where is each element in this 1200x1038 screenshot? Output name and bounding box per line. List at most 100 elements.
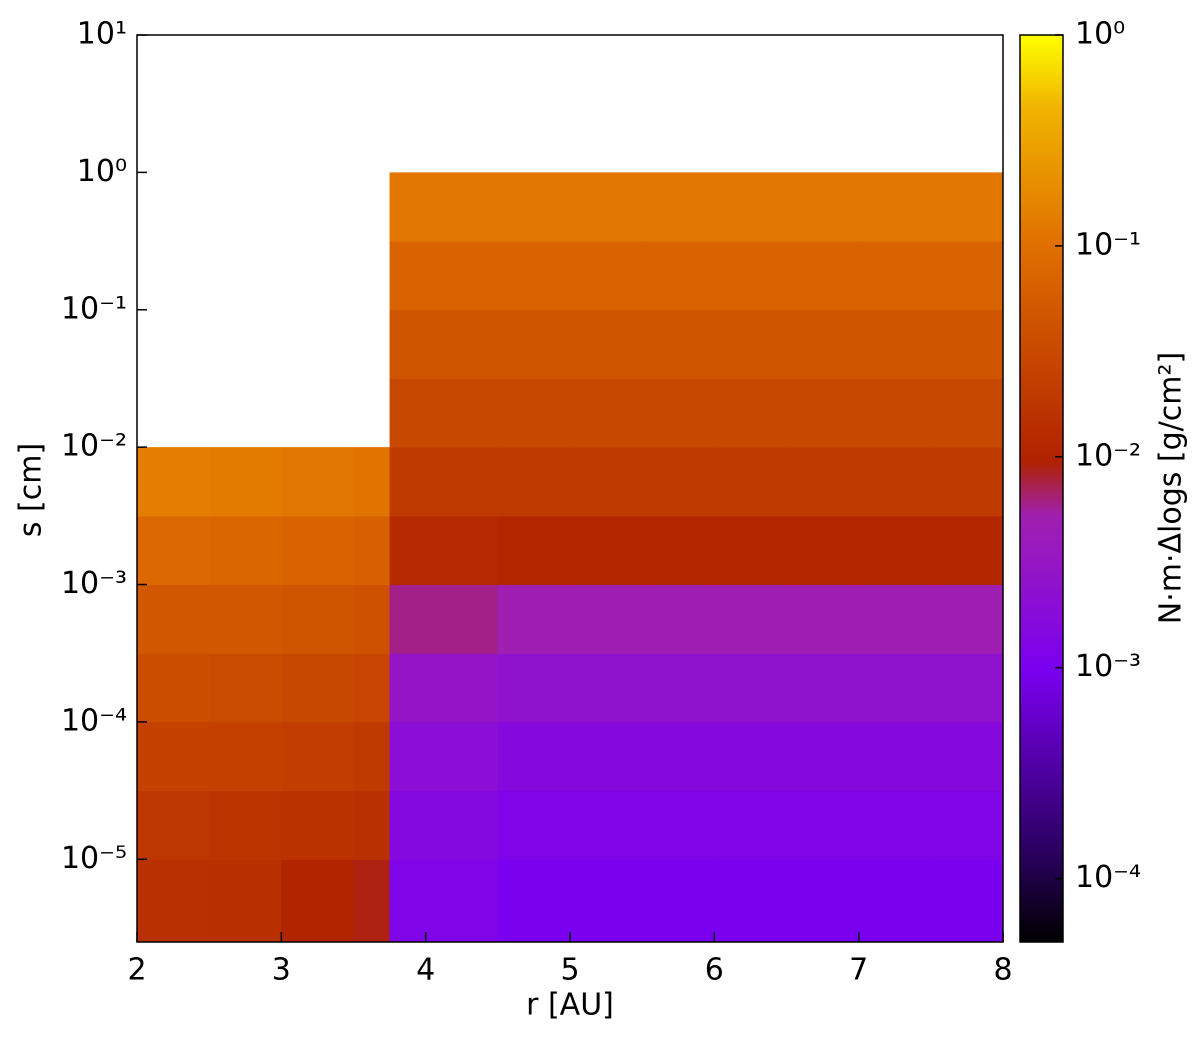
heatmap-cell bbox=[497, 859, 571, 943]
heatmap-cell bbox=[786, 859, 860, 943]
y-tick-label: 10⁻¹ bbox=[61, 291, 127, 326]
heatmap-cell bbox=[389, 859, 499, 943]
heatmap-cell bbox=[389, 378, 499, 448]
x-axis-label: r [AU] bbox=[526, 988, 614, 1023]
heatmap-cell bbox=[570, 790, 643, 860]
heatmap-cell bbox=[209, 721, 282, 792]
heatmap-cell bbox=[497, 241, 571, 311]
heatmap-cell bbox=[497, 447, 571, 517]
heatmap-cell bbox=[930, 653, 1004, 723]
heatmap-cell bbox=[497, 515, 571, 586]
heatmap-cell bbox=[930, 241, 1004, 311]
heatmap-cell bbox=[930, 515, 1004, 586]
heatmap-cell bbox=[497, 584, 571, 654]
y-axis-label: s [cm] bbox=[14, 443, 49, 537]
heatmap-cell bbox=[497, 790, 571, 860]
heatmap-cell bbox=[858, 653, 932, 723]
heatmap-cell bbox=[642, 241, 715, 311]
heatmap-cell bbox=[353, 721, 391, 792]
x-tick-label: 2 bbox=[127, 953, 146, 988]
x-tick-label: 3 bbox=[272, 953, 291, 988]
heatmap-cell bbox=[209, 515, 282, 586]
heatmap-cell bbox=[389, 309, 499, 379]
heatmap-cell bbox=[642, 859, 715, 943]
heatmap-cell bbox=[389, 584, 499, 654]
heatmap-cell bbox=[858, 790, 932, 860]
heatmap-cell bbox=[786, 378, 860, 448]
heatmap-cell bbox=[714, 721, 787, 792]
heatmap-cell bbox=[786, 447, 860, 517]
colorbar-tick-label: 10⁰ bbox=[1075, 17, 1125, 52]
colorbar-tick-label: 10⁻³ bbox=[1075, 649, 1141, 684]
heatmap-cell bbox=[353, 515, 391, 586]
heatmap-cell bbox=[497, 653, 571, 723]
y-tick-label: 10⁻² bbox=[61, 429, 127, 464]
x-tick-label: 4 bbox=[416, 953, 435, 988]
colorbar-label: N·m·Δlogs [g/cm²] bbox=[1154, 352, 1189, 624]
heatmap-cell bbox=[353, 653, 391, 723]
heatmap-cell bbox=[786, 721, 860, 792]
heatmap-cell bbox=[930, 790, 1004, 860]
heatmap-cell bbox=[209, 859, 282, 943]
heatmap-cell bbox=[353, 584, 391, 654]
heatmap-cell bbox=[786, 790, 860, 860]
heatmap-cell bbox=[858, 584, 932, 654]
colorbar bbox=[1019, 34, 1064, 943]
heatmap-cell bbox=[858, 172, 932, 242]
heatmap-cell bbox=[786, 653, 860, 723]
heatmap-cell bbox=[137, 584, 210, 654]
heatmap-cell bbox=[281, 859, 354, 943]
heatmap-cell bbox=[389, 172, 499, 242]
colorbar-tick-label: 10⁻⁴ bbox=[1075, 860, 1141, 895]
x-tick-label: 6 bbox=[705, 953, 724, 988]
heatmap-cell bbox=[570, 515, 643, 586]
heatmap-cell bbox=[137, 859, 210, 943]
heatmap-cell bbox=[209, 447, 282, 517]
heatmap-cell bbox=[642, 378, 715, 448]
heatmap-cell bbox=[714, 584, 787, 654]
heatmap-cell bbox=[714, 447, 787, 517]
heatmap-cells bbox=[137, 172, 1004, 943]
heatmap-cell bbox=[209, 653, 282, 723]
heatmap-cell bbox=[389, 653, 499, 723]
heatmap-cell bbox=[714, 241, 787, 311]
y-tick-label: 10⁻⁴ bbox=[61, 703, 127, 738]
x-tick-label: 5 bbox=[560, 953, 579, 988]
y-tick-label: 10⁻⁵ bbox=[61, 841, 127, 876]
heatmap-cell bbox=[281, 447, 354, 517]
x-tick-label: 8 bbox=[993, 953, 1012, 988]
heatmap-cell bbox=[714, 515, 787, 586]
heatmap-cell bbox=[281, 653, 354, 723]
heatmap-cell bbox=[497, 721, 571, 792]
heatmap-cell bbox=[858, 721, 932, 792]
colorbar-tick-label: 10⁻¹ bbox=[1075, 227, 1141, 262]
heatmap-cell bbox=[930, 721, 1004, 792]
heatmap-cell bbox=[570, 859, 643, 943]
heatmap-cell bbox=[714, 172, 787, 242]
heatmap-cell bbox=[714, 790, 787, 860]
heatmap-cell bbox=[642, 721, 715, 792]
heatmap-cell bbox=[858, 378, 932, 448]
heatmap-cell bbox=[642, 515, 715, 586]
heatmap-cell bbox=[714, 378, 787, 448]
heatmap-cell bbox=[281, 584, 354, 654]
heatmap-cell bbox=[930, 447, 1004, 517]
heatmap-cell bbox=[930, 378, 1004, 448]
heatmap-cell bbox=[714, 653, 787, 723]
heatmap-cell bbox=[786, 309, 860, 379]
heatmap-cell bbox=[786, 584, 860, 654]
heatmap-cell bbox=[642, 790, 715, 860]
y-tick-label: 10⁻³ bbox=[61, 566, 127, 601]
heatmap-cell bbox=[642, 653, 715, 723]
heatmap-cell bbox=[930, 172, 1004, 242]
heatmap-cell bbox=[137, 447, 210, 517]
heatmap-cell bbox=[137, 721, 210, 792]
heatmap-cell bbox=[858, 859, 932, 943]
heatmap-cell bbox=[389, 721, 499, 792]
heatmap-cell bbox=[858, 309, 932, 379]
heatmap-cell bbox=[389, 790, 499, 860]
heatmap-cell bbox=[137, 790, 210, 860]
heatmap-cell bbox=[497, 378, 571, 448]
heatmap-cell bbox=[786, 172, 860, 242]
heatmap-cell bbox=[570, 653, 643, 723]
